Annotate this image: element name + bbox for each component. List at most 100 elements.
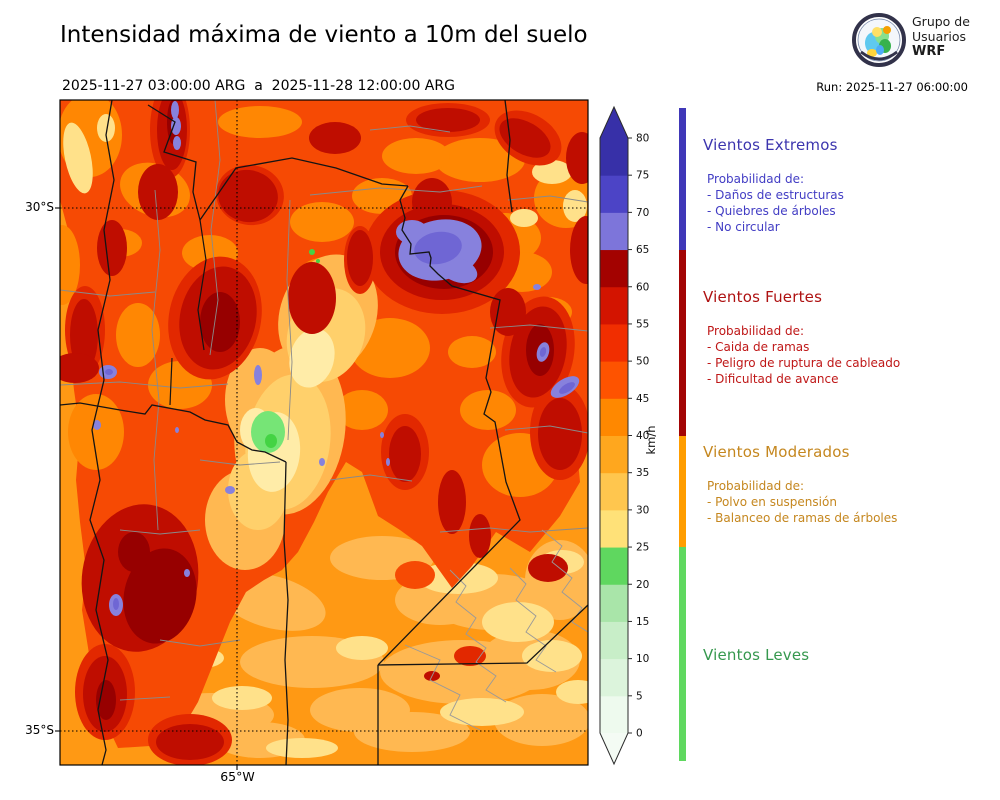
map-region <box>200 292 240 352</box>
map-border-line <box>89 100 115 765</box>
map-border-line <box>197 219 207 351</box>
colorbar-segment <box>600 212 628 251</box>
colorbar-tick-label: 70 <box>636 207 649 219</box>
map-region <box>123 548 197 644</box>
page-title: Intensidad máxima de viento a 10m del su… <box>60 22 588 48</box>
map-border-line <box>169 357 173 406</box>
colorbar-tick-label: 5 <box>636 690 643 702</box>
colorbar-segment <box>600 398 628 436</box>
map-region <box>389 426 421 482</box>
legend-bar-segment <box>679 547 686 761</box>
colorbar-over-arrow <box>600 107 628 138</box>
map-field-layers <box>60 100 588 765</box>
map-region <box>265 434 277 448</box>
map-region <box>290 202 354 242</box>
map-region <box>93 420 101 430</box>
legend-section: Vientos Moderados Probabilidad de: - Polvo… <box>703 443 993 526</box>
legend-sections: Vientos Extremos Probabilidad de: - Daños … <box>703 0 993 800</box>
colorbar-tick-label: 55 <box>636 318 649 330</box>
map-region <box>173 136 181 150</box>
colorbar-segment <box>600 249 628 288</box>
wrf-logo-emblem-icon <box>852 13 906 67</box>
model-run-label: Run: 2025-11-27 06:00:00 <box>816 80 968 94</box>
map-region <box>533 284 541 290</box>
map-region <box>416 108 480 132</box>
map-region <box>116 303 160 367</box>
map-region <box>319 458 325 466</box>
map-region <box>482 602 554 642</box>
map-region <box>60 225 80 305</box>
legend-effect-item: - Caida de ramas <box>707 340 810 354</box>
map-region <box>566 132 588 184</box>
map-border-line <box>329 474 413 482</box>
colorbar-segment <box>600 286 628 325</box>
map-region <box>435 138 525 182</box>
map-region <box>309 249 315 255</box>
map-region <box>499 118 551 158</box>
map-border-line <box>159 639 241 647</box>
map-region <box>563 190 587 222</box>
map-region <box>454 646 486 666</box>
map-region <box>396 220 428 244</box>
lat-tick-label-30s: 30°S <box>25 200 54 214</box>
map-border-line <box>286 199 293 441</box>
legend-section-body: Probabilidad de: - Polvo en suspensión - B… <box>707 478 993 526</box>
map-border-line <box>377 185 521 666</box>
colorbar-tick-label: 10 <box>636 653 649 665</box>
colorbar-segment <box>600 175 628 213</box>
map-region <box>386 458 390 466</box>
legend-section: Vientos Fuertes Probabilidad de: - Caida d… <box>703 288 993 387</box>
logo-text-wrf: WRF <box>912 44 946 59</box>
legend-bar-segment <box>679 435 686 548</box>
logo-text-line1: Grupo de <box>912 14 970 29</box>
legend-section-title: Vientos Moderados <box>703 443 850 461</box>
map-region <box>347 230 373 286</box>
map-region <box>138 164 178 220</box>
map-region <box>97 220 127 276</box>
map-region <box>118 532 150 572</box>
map-region <box>212 686 272 710</box>
map-border-line <box>404 644 481 731</box>
colorbar-tick-label: 25 <box>636 542 649 554</box>
legend-effect-item: - Daños de estructuras <box>707 188 844 202</box>
colorbar-segment <box>600 138 628 176</box>
legend-section-title: Vientos Leves <box>703 646 810 664</box>
colorbar-segment <box>600 695 628 734</box>
colorbar-tick-label: 65 <box>636 244 649 256</box>
map-region <box>570 216 588 284</box>
legend-probability-heading: Probabilidad de: <box>707 324 805 338</box>
legend-probability-heading: Probabilidad de: <box>707 172 805 186</box>
map-region <box>288 262 336 334</box>
colorbar-tick-label: 60 <box>636 281 649 293</box>
map-region <box>266 738 338 758</box>
colorbar-segment <box>600 584 628 622</box>
map-border-line <box>509 567 557 673</box>
map-region <box>105 369 113 375</box>
map-region <box>438 256 478 284</box>
map-border-line <box>504 425 588 434</box>
map-region <box>68 394 124 470</box>
map-border-line <box>209 100 221 356</box>
map-region <box>510 209 538 227</box>
map-region <box>559 382 575 394</box>
map-region <box>184 569 190 577</box>
map-region <box>448 336 496 368</box>
colorbar-unit-label: km/h <box>644 425 658 454</box>
colorbar: 0 5 10 15 20 25 30 35 40 45 50 55 60 65 70 75 80 km/h <box>599 105 658 766</box>
map-region <box>522 640 582 672</box>
map-axis-ticks <box>55 207 238 770</box>
legend-section-body: Probabilidad de: - Daños de estructuras - … <box>707 171 993 235</box>
map-border-line <box>541 529 588 633</box>
map-border-line <box>199 459 281 466</box>
wind-map-canvas <box>55 99 589 770</box>
legend-effect-item: - Polvo en suspensión <box>707 495 837 509</box>
map-border-line <box>119 696 171 701</box>
map-border-line <box>60 402 287 463</box>
legend-section: Vientos Leves <box>703 646 993 664</box>
map-region <box>218 106 302 138</box>
legend-probability-heading: Probabilidad de: <box>707 479 805 493</box>
map-region <box>218 169 278 223</box>
forecast-period: 2025-11-27 03:00:00 ARG a 2025-11-28 12:… <box>62 78 455 94</box>
map-border-line <box>151 189 161 531</box>
